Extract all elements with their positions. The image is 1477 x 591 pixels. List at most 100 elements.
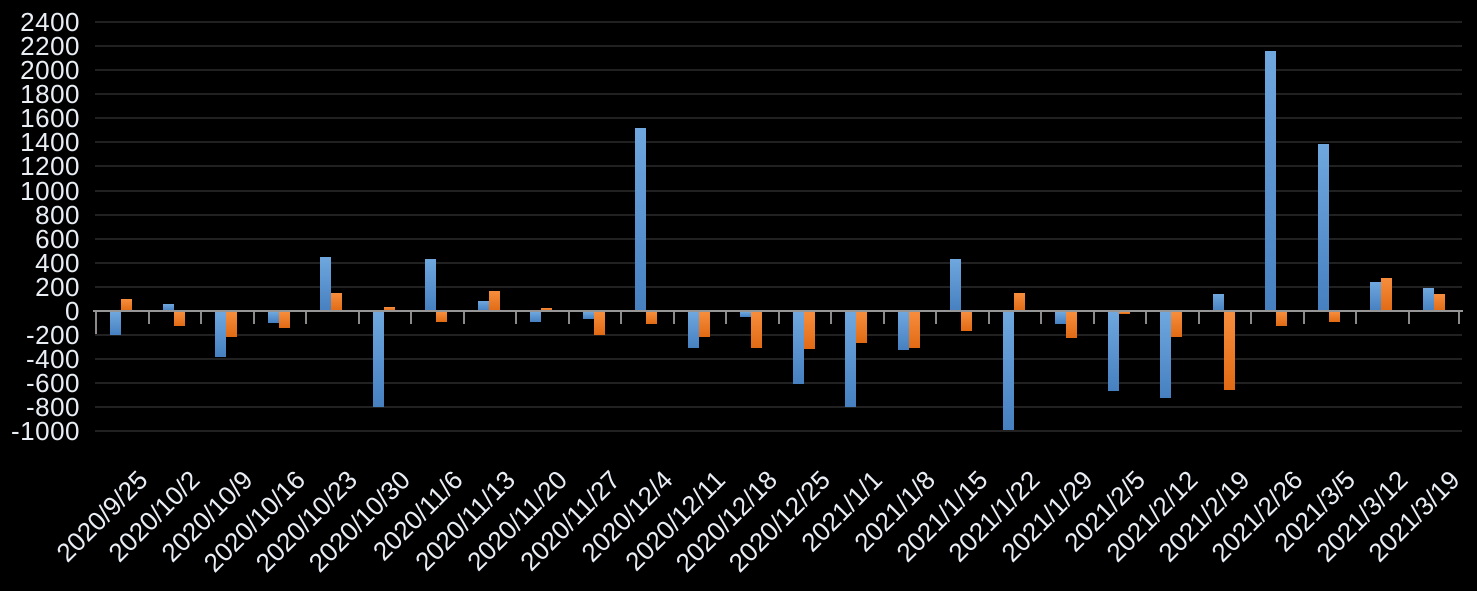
x-axis-tick xyxy=(1355,312,1357,324)
bar-orange-2020/10/9 xyxy=(226,312,238,337)
y-axis-label: -1000 xyxy=(11,416,80,447)
bar-blue-2021/1/15 xyxy=(950,258,962,311)
x-axis-tick xyxy=(252,312,255,324)
bar-blue-2020/10/16 xyxy=(267,312,279,324)
gridline xyxy=(95,334,1462,337)
x-axis-tick xyxy=(200,312,202,324)
x-axis-tick xyxy=(147,312,150,324)
gridline xyxy=(95,165,1462,168)
gridline xyxy=(95,213,1462,216)
y-axis-label: 2400 xyxy=(20,6,80,37)
bar-orange-2021/2/5 xyxy=(1118,312,1130,315)
bar-blue-2020/12/11 xyxy=(687,312,699,349)
x-axis-tick xyxy=(830,312,832,324)
bar-orange-2020/12/11 xyxy=(698,312,710,338)
bar-blue-2020/11/13 xyxy=(477,300,489,311)
y-axis-label: 1600 xyxy=(20,103,80,134)
bar-blue-2021/2/19 xyxy=(1212,294,1224,311)
bar-blue-2021/1/1 xyxy=(845,312,857,408)
x-axis-tick xyxy=(777,312,780,324)
y-axis-label: 1800 xyxy=(20,79,80,110)
bar-blue-2021/1/29 xyxy=(1055,312,1067,325)
bar-orange-2020/11/27 xyxy=(593,312,605,336)
bar-blue-2021/2/12 xyxy=(1160,312,1172,399)
x-axis-tick xyxy=(1092,312,1095,324)
bar-orange-2020/10/16 xyxy=(278,312,290,328)
bar-blue-2021/3/19 xyxy=(1422,288,1434,311)
x-axis-tick xyxy=(1040,312,1042,324)
x-axis-tick xyxy=(515,312,517,324)
bar-orange-2020/10/23 xyxy=(331,292,343,311)
x-axis-tick xyxy=(410,312,412,324)
gridline xyxy=(95,261,1462,264)
x-axis-line xyxy=(93,310,1463,312)
gridline xyxy=(95,285,1462,288)
bar-orange-2020/11/6 xyxy=(436,312,448,323)
bar-blue-2021/2/26 xyxy=(1265,50,1277,311)
bar-orange-2020/10/30 xyxy=(383,307,395,311)
bar-blue-2020/10/2 xyxy=(162,304,174,311)
x-axis-tick xyxy=(1302,312,1305,324)
bar-blue-2021/1/8 xyxy=(897,312,909,350)
bar-blue-2020/9/25 xyxy=(110,312,122,335)
gridline xyxy=(95,117,1462,120)
bar-blue-2020/11/20 xyxy=(530,312,542,322)
y-axis-label: -800 xyxy=(25,392,80,423)
x-axis-tick xyxy=(987,312,990,324)
bar-orange-2021/1/1 xyxy=(856,312,868,344)
x-axis-tick xyxy=(672,312,675,324)
x-axis-tick xyxy=(305,312,307,324)
y-axis-label: 1000 xyxy=(20,175,80,206)
gridline xyxy=(95,237,1462,240)
x-axis-tick xyxy=(882,312,885,324)
bar-blue-2021/2/5 xyxy=(1107,312,1119,392)
x-axis-tick xyxy=(1458,312,1460,324)
y-axis-label: 2200 xyxy=(20,31,80,62)
bar-orange-2021/1/15 xyxy=(961,312,973,332)
gridline xyxy=(95,406,1462,409)
bar-blue-2020/12/4 xyxy=(635,127,647,311)
bar-orange-2021/2/19 xyxy=(1223,312,1235,390)
bar-orange-2020/10/2 xyxy=(173,312,185,326)
bar-blue-2020/11/27 xyxy=(582,312,594,320)
bar-orange-2020/11/13 xyxy=(488,291,500,311)
bar-blue-2021/1/22 xyxy=(1002,312,1014,430)
bar-blue-2020/12/18 xyxy=(740,312,752,318)
x-axis-tick xyxy=(935,312,937,324)
x-axis-tick xyxy=(620,312,622,324)
gridline xyxy=(95,430,1462,433)
gridline xyxy=(95,189,1462,192)
y-axis-label: 200 xyxy=(35,271,80,302)
bar-orange-2021/2/26 xyxy=(1276,312,1288,326)
gridline xyxy=(95,141,1462,144)
bar-blue-2021/3/5 xyxy=(1317,143,1329,311)
bar-orange-2021/3/19 xyxy=(1433,294,1445,311)
gridline xyxy=(95,45,1462,48)
y-axis-label: -600 xyxy=(25,368,80,399)
bar-blue-2020/10/23 xyxy=(320,257,332,311)
x-axis-tick xyxy=(1197,312,1200,324)
y-axis-label: -400 xyxy=(25,344,80,375)
bar-orange-2020/9/25 xyxy=(121,298,133,311)
bar-orange-2020/12/25 xyxy=(803,312,815,349)
y-axis-label: 2000 xyxy=(20,55,80,86)
plot-area xyxy=(93,21,1463,442)
bar-orange-2021/3/5 xyxy=(1328,312,1340,322)
y-axis-label: 400 xyxy=(35,247,80,278)
bar-orange-2021/1/8 xyxy=(908,312,920,348)
y-axis-label: 800 xyxy=(35,199,80,230)
bar-blue-2020/10/9 xyxy=(215,312,227,358)
x-axis-tick xyxy=(462,312,465,324)
y-axis-label: 600 xyxy=(35,223,80,254)
bar-blue-2020/10/30 xyxy=(372,312,384,407)
bar-blue-2021/3/12 xyxy=(1370,282,1382,311)
x-axis-tick xyxy=(725,312,727,324)
y-axis-label: 1400 xyxy=(20,127,80,158)
bar-orange-2021/3/12 xyxy=(1381,278,1393,311)
gridline xyxy=(95,69,1462,72)
x-axis-tick xyxy=(357,312,360,324)
x-axis-tick xyxy=(567,312,570,324)
y-axis-label: 1200 xyxy=(20,151,80,182)
x-axis-tick xyxy=(1145,312,1147,324)
